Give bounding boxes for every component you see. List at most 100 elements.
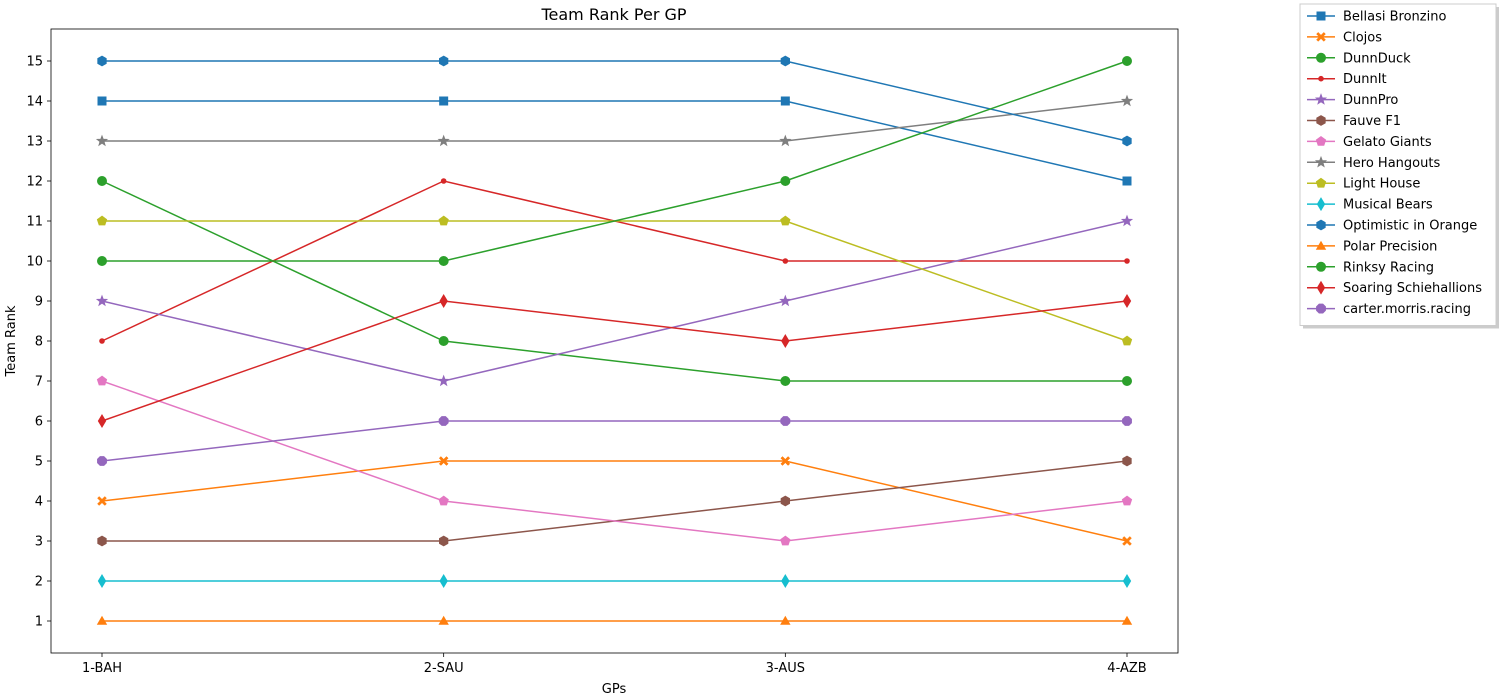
legend-item: Light House [1307, 177, 1420, 192]
legend-marker [1316, 32, 1326, 42]
y-tick-label: 14 [26, 95, 43, 110]
legend-marker [1318, 75, 1324, 82]
legend-label: DunnDuck [1343, 51, 1411, 66]
y-tick-label: 1 [35, 615, 43, 630]
y-tick-label: 2 [35, 575, 43, 590]
series-line [102, 460, 1128, 542]
data-point [438, 456, 449, 466]
series-line [102, 100, 1128, 142]
legend-marker [1315, 177, 1327, 188]
data-point [1122, 536, 1132, 546]
series-carter-morris-racing [97, 416, 1132, 466]
legend-label: Hero Hangouts [1343, 156, 1440, 171]
series-line [102, 60, 1128, 142]
y-axis-label: Team Rank [4, 305, 19, 377]
legend-label: Light House [1343, 177, 1420, 192]
y-tick-label: 13 [26, 135, 43, 150]
data-point [1122, 416, 1132, 426]
data-point [1122, 455, 1132, 467]
data-point [780, 416, 791, 426]
x-tick-label: 4-AZB [1107, 661, 1146, 676]
data-point [440, 178, 447, 184]
data-point [780, 176, 791, 186]
data-point [782, 258, 789, 264]
legend-item: DunnIt [1307, 72, 1387, 87]
legend-item: Musical Bears [1307, 197, 1433, 213]
y-tick-label: 10 [26, 255, 43, 270]
data-point [439, 96, 449, 106]
x-axis-label: GPs [602, 682, 627, 697]
y-tick-label: 9 [35, 295, 43, 310]
data-point [439, 55, 449, 67]
data-point [779, 134, 792, 147]
data-point [96, 215, 108, 226]
legend-item: Optimistic in Orange [1307, 219, 1477, 234]
legend-marker [1316, 303, 1326, 314]
x-tick-label: 2-SAU [424, 661, 464, 676]
series-line [102, 60, 1128, 262]
y-tick-label: 5 [35, 455, 43, 470]
series-line [102, 220, 1128, 342]
legend-label: carter.morris.racing [1343, 302, 1471, 317]
data-point [97, 535, 107, 547]
data-point [438, 416, 449, 426]
legend-item: Polar Precision [1307, 239, 1437, 254]
data-point [780, 495, 790, 507]
legend-marker [1314, 155, 1328, 168]
data-point [1120, 214, 1134, 227]
data-point [97, 414, 107, 428]
data-point [97, 176, 107, 186]
legend-item: Hero Hangouts [1307, 156, 1440, 171]
legend-label: Fauve F1 [1343, 114, 1401, 129]
data-point [781, 574, 790, 588]
legend-marker [1316, 261, 1326, 272]
legend-marker [1316, 280, 1326, 295]
data-point [1124, 258, 1130, 264]
legend-marker [1316, 115, 1326, 126]
legend-item: Bellasi Bronzino [1307, 10, 1446, 25]
data-point [1122, 56, 1132, 66]
legend-marker [1316, 52, 1326, 63]
y-tick-label: 6 [35, 415, 43, 430]
y-tick-label: 15 [26, 55, 43, 70]
series-bellasi-bronzino [97, 96, 1132, 186]
series-optimistic-in-orange [97, 55, 1132, 147]
legend: Bellasi Bronzino Clojos DunnDuck DunnIt Dunn… [1299, 3, 1499, 329]
data-point [1122, 135, 1132, 147]
series-line [101, 220, 1128, 382]
data-point [437, 374, 450, 387]
data-point [95, 134, 109, 147]
series-dunnpro [95, 214, 1134, 387]
data-point [97, 55, 107, 67]
data-point [1122, 376, 1132, 386]
series-fauve-f1 [97, 455, 1132, 547]
y-tick-label: 3 [35, 535, 43, 550]
legend-marker [1316, 219, 1326, 231]
legend-label: Bellasi Bronzino [1343, 10, 1446, 25]
data-point [438, 495, 449, 506]
data-point [97, 96, 107, 106]
legend-label: Polar Precision [1343, 239, 1437, 254]
series-line [102, 100, 1128, 182]
legend-marker [1315, 240, 1327, 250]
legend-marker [1314, 93, 1328, 105]
legend-label: DunnIt [1343, 72, 1387, 87]
data-point [97, 256, 107, 266]
y-tick-label: 4 [35, 495, 43, 510]
legend-label: Musical Bears [1343, 198, 1433, 213]
legend-item: Soaring Schiehallions [1307, 280, 1482, 296]
series-light-house [96, 215, 1133, 346]
legend-marker [1315, 135, 1327, 146]
data-point [96, 375, 108, 386]
y-tick-label: 12 [26, 175, 43, 190]
legend-marker [1316, 197, 1326, 212]
data-point [437, 134, 450, 147]
data-point [780, 96, 790, 106]
y-tick-label: 7 [35, 375, 43, 390]
legend-item: DunnPro [1307, 93, 1398, 108]
y-tick-label: 8 [35, 335, 43, 350]
series-hero-hangouts [95, 94, 1134, 147]
data-point [780, 535, 791, 546]
